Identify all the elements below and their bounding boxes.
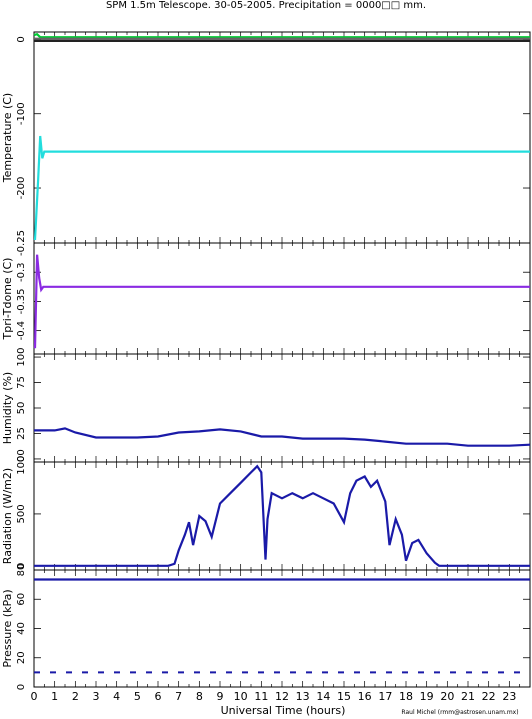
panel-frame — [33, 461, 531, 571]
y-axis-label: Radiation (W/m2) — [1, 468, 14, 564]
x-tick-label: 22 — [482, 690, 496, 703]
x-tick-label: 23 — [502, 690, 516, 703]
x-tick-label: 2 — [72, 690, 79, 703]
y-tick-label: -0.4 — [16, 321, 27, 341]
y-axis-label: Pressure (kPa) — [1, 589, 14, 667]
y-tick-label: 1000 — [16, 449, 27, 474]
x-tick-label: 21 — [461, 690, 475, 703]
x-tick-label: 5 — [134, 690, 141, 703]
x-tick-label: 0 — [31, 690, 38, 703]
y-tick-label: 0 — [16, 684, 27, 690]
x-tick-label: 16 — [358, 690, 372, 703]
y-tick-label: -100 — [16, 102, 27, 125]
y-axis-label: Humidity (%) — [1, 372, 14, 444]
y-tick-label: -0.35 — [16, 288, 27, 314]
x-tick-label: 17 — [378, 690, 392, 703]
series-line-0-0 — [33, 32, 530, 39]
y-tick-label: 0 — [16, 36, 27, 42]
panel-frame — [33, 31, 531, 244]
x-tick-label: 7 — [175, 690, 182, 703]
y-tick-label: 20 — [16, 651, 27, 664]
panel-frame — [33, 353, 531, 463]
y-tick-label: 40 — [16, 622, 27, 635]
series-line-0-3 — [33, 135, 530, 241]
y-tick-label: -200 — [16, 177, 27, 200]
chart-title: SPM 1.5m Telescope. 30-05-2005. Precipit… — [106, 0, 426, 11]
y-tick-label: 100 — [16, 348, 27, 367]
series-line-3-0 — [34, 464, 530, 567]
x-tick-label: 8 — [196, 690, 203, 703]
y-tick-label: 80 — [16, 564, 27, 577]
y-tick-label: -0.3 — [16, 262, 27, 282]
panel-frame — [33, 242, 531, 355]
series-line-2-0 — [34, 427, 531, 447]
x-tick-label: 12 — [275, 690, 289, 703]
x-tick-label: 9 — [217, 690, 224, 703]
x-tick-label: 15 — [337, 690, 351, 703]
x-tick-label: 1 — [51, 690, 58, 703]
x-tick-label: 11 — [254, 690, 268, 703]
x-tick-label: 18 — [399, 690, 413, 703]
x-tick-label: 3 — [93, 690, 100, 703]
y-tick-label: 75 — [16, 376, 27, 389]
credit-text: Raul Michel (rmm@astrosen.unam.mx) — [401, 709, 518, 716]
x-tick-label: 13 — [296, 690, 310, 703]
x-axis-label: Universal Time (hours) — [221, 704, 346, 717]
x-tick-label: 10 — [234, 690, 248, 703]
y-tick-label: 50 — [16, 402, 27, 415]
y-tick-label: 0 — [16, 563, 27, 569]
y-tick-label: -0.25 — [16, 230, 27, 256]
series-line-1-0 — [33, 254, 530, 349]
x-tick-label: 4 — [113, 690, 120, 703]
y-tick-label: 0 — [16, 456, 27, 462]
y-axis-label: Tpri-Tdome (C) — [1, 258, 14, 341]
x-axis: 0 1 2 3 4 5 6 7 8 9 10 11 12 13 14 15 16 17 18 19 20 21 22 23 — [31, 690, 517, 703]
y-axis-label: Temperature (C) — [1, 93, 14, 183]
y-tick-label: 500 — [16, 504, 27, 523]
x-tick-label: 20 — [440, 690, 454, 703]
panel-frame — [33, 569, 531, 688]
y-tick-label: 25 — [16, 427, 27, 440]
x-tick-label: 14 — [316, 690, 330, 703]
x-tick-label: 19 — [420, 690, 434, 703]
x-tick-label: 6 — [155, 690, 162, 703]
y-tick-label: 60 — [16, 593, 27, 606]
